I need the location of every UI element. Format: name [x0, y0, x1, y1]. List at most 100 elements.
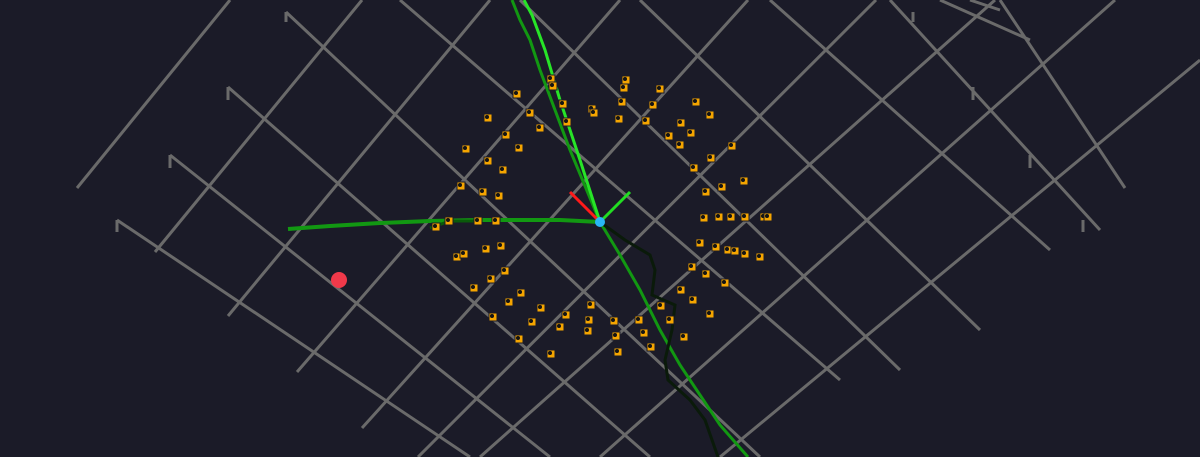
landmark-marker [584, 315, 594, 325]
y-axis-arrow [598, 190, 632, 224]
landmark-marker [609, 316, 619, 326]
landmark-marker [755, 252, 765, 262]
landmark-marker [688, 295, 698, 305]
landmark-marker [621, 75, 631, 85]
landmark-marker [701, 187, 711, 197]
landmark-marker [655, 84, 665, 94]
landmark-marker [501, 130, 511, 140]
grid-line [888, 0, 1102, 232]
landmark-marker [555, 322, 565, 332]
landmark-marker [500, 266, 510, 276]
landmark-marker [548, 81, 558, 91]
landmark-marker [739, 176, 749, 186]
landmark-marker [639, 328, 649, 338]
landmark-marker [444, 216, 454, 226]
landmark-marker [701, 269, 711, 279]
landmark-marker [730, 246, 740, 256]
landmark-marker [717, 182, 727, 192]
landmark-marker [473, 216, 483, 226]
robot-pose-axes [568, 190, 632, 227]
grid-line [360, 0, 750, 430]
landmark-marker [514, 334, 524, 344]
grid-line [399, 0, 841, 382]
grid-line [769, 0, 1051, 252]
landmark-marker [711, 242, 721, 252]
landmark-marker [494, 191, 504, 201]
landmark-marker [535, 123, 545, 133]
grid-line [75, 0, 232, 189]
landmark-marker [504, 297, 514, 307]
landmark-marker [586, 300, 596, 310]
grid-line [153, 0, 364, 253]
landmark-marker [634, 315, 644, 325]
landmark-marker [546, 349, 556, 359]
grid-line [719, 58, 1200, 457]
grid-line [116, 218, 471, 457]
landmark-marker [486, 274, 496, 284]
grid-line [638, 0, 982, 332]
landmark-marker [679, 332, 689, 342]
landmark-marker [527, 317, 537, 327]
landmark-marker [664, 131, 674, 141]
landmark-marker [665, 315, 675, 325]
landmark-marker [689, 163, 699, 173]
landmark-marker [496, 241, 506, 251]
ground-grid [75, 0, 1200, 457]
trajectory-down-right [598, 221, 750, 457]
landmark-marker [483, 156, 493, 166]
landmark-marker [558, 99, 568, 109]
landmark-marker [686, 128, 696, 138]
landmark-marker [726, 212, 736, 222]
landmark-marker [740, 249, 750, 259]
grid-line [599, 0, 1116, 457]
grid-line [416, 0, 878, 457]
landmark-marker [481, 244, 491, 254]
landmark-marker [691, 97, 701, 107]
landmark-marker [525, 108, 535, 118]
x-axis-arrow [568, 190, 602, 224]
landmark-marker [695, 238, 705, 248]
grid-line [284, 10, 762, 457]
landmark-marker [720, 278, 730, 288]
landmark-marker [656, 301, 666, 311]
landmark-marker [619, 83, 629, 93]
landmark-marker [687, 262, 697, 272]
landmark-marker [461, 144, 471, 154]
landmark-marker [589, 108, 599, 118]
landmark-marker [583, 326, 593, 336]
grid-line [169, 153, 551, 457]
pose-origin[interactable] [595, 217, 605, 227]
landmark-marker [514, 143, 524, 153]
landmark-marker [714, 212, 724, 222]
landmark-marker [763, 212, 773, 222]
landmark-marker [705, 110, 715, 120]
grid-line [998, 0, 1127, 189]
grid-line [479, 0, 996, 457]
grid-line [226, 0, 492, 317]
landmark-marker [706, 153, 716, 163]
landmark-marker [699, 213, 709, 223]
landmark-marker [459, 249, 469, 259]
landmark-markers [431, 74, 773, 359]
landmark-marker [617, 97, 627, 107]
landmark-marker [469, 283, 479, 293]
landmark-marker [516, 288, 526, 298]
landmark-marker [431, 222, 441, 232]
target-point[interactable] [331, 272, 347, 288]
landmark-marker [705, 309, 715, 319]
landmark-marker [611, 331, 621, 341]
landmark-marker [646, 342, 656, 352]
landmark-marker [456, 181, 466, 191]
grid-line [227, 85, 651, 457]
landmark-marker [614, 114, 624, 124]
landmark-marker [648, 100, 658, 110]
landmark-marker [641, 116, 651, 126]
landmark-marker [483, 113, 493, 123]
landmark-marker [498, 165, 508, 175]
landmark-marker [562, 117, 572, 127]
landmark-marker [536, 303, 546, 313]
landmark-marker [740, 212, 750, 222]
grid-line [518, 0, 902, 372]
